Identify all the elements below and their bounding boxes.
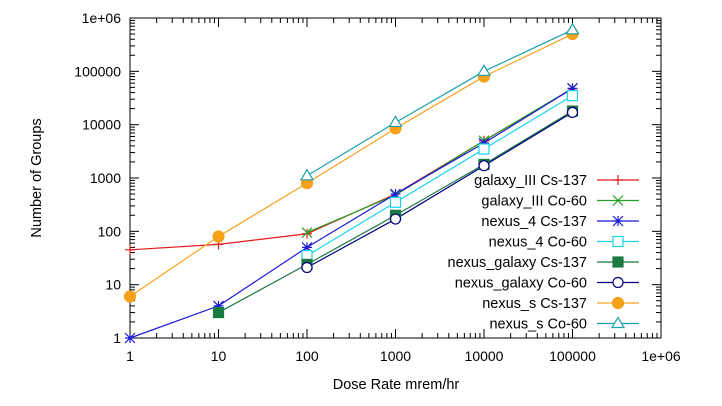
data-point: [565, 22, 580, 35]
legend-label: galaxy_III Cs-137: [474, 173, 587, 189]
x-tick-label: 1e+06: [641, 348, 681, 364]
x-tick-label: 10: [211, 348, 227, 364]
legend-marker: [612, 235, 624, 248]
x-tick-label: 100000: [549, 348, 596, 364]
legend-marker: [610, 316, 626, 329]
data-point: [299, 168, 315, 181]
data-point: [567, 82, 578, 94]
x-axis-title: Dose Rate mrem/hr: [333, 377, 460, 393]
x-tick-label: 100: [295, 348, 319, 364]
data-point: [301, 227, 313, 238]
series-line-3: [306, 95, 573, 257]
data-point: [566, 90, 579, 102]
series-line-2: [129, 87, 573, 339]
y-tick-label: 100: [98, 223, 122, 239]
data-point: [478, 160, 490, 172]
legend-marker: [612, 215, 624, 227]
x-tick-label: 1000: [380, 348, 411, 364]
data-point: [302, 228, 312, 239]
data-point: [388, 115, 403, 128]
data-point: [212, 230, 225, 243]
series-line-1: [306, 87, 573, 234]
data-point: [213, 300, 224, 312]
legend-label: nexus_galaxy Co-60: [455, 276, 587, 292]
legend: galaxy_III Cs-137 galaxy_III Co-60 nexus_4…: [448, 173, 639, 333]
legend-marker: [612, 256, 624, 268]
y-tick-label: 1e+06: [82, 10, 122, 26]
x-tick-label: 1: [126, 348, 134, 364]
data-point: [478, 143, 490, 155]
legend-marker: [612, 276, 624, 289]
legend-marker: [612, 195, 624, 206]
y-tick-label: 10000: [82, 117, 121, 133]
data-point: [389, 196, 402, 208]
legend-label: nexus_s Co-60: [489, 317, 587, 333]
legend-label: nexus_4 Co-60: [489, 235, 587, 251]
x-tick-label: 10000: [465, 348, 504, 364]
data-point: [301, 261, 313, 274]
series-line-6: [129, 33, 573, 297]
legend-label: nexus_galaxy Cs-137: [448, 255, 587, 271]
legend-label: nexus_s Cs-137: [482, 296, 587, 312]
legend-marker: [611, 296, 625, 310]
data-point: [390, 188, 401, 200]
y-tick-label: 1000: [90, 170, 121, 186]
data-point: [124, 332, 136, 344]
data-point: [123, 290, 137, 303]
data-point: [476, 64, 492, 76]
y-tick-label: 10: [105, 277, 121, 293]
data-point: [301, 241, 313, 253]
data-point: [212, 306, 225, 319]
y-tick-label: 1: [113, 330, 121, 346]
series-markers: [123, 22, 580, 344]
axis-ticks: 1 10 100 1000 10000 100000 1e+06 1 10 100 1000 1000…: [74, 10, 681, 364]
data-point: [478, 137, 490, 149]
legend-marker: [613, 175, 623, 185]
data-point: [389, 213, 402, 225]
y-axis-title: Number of Groups: [29, 118, 45, 237]
data-point: [566, 106, 579, 118]
legend-label: nexus_4 Cs-137: [481, 214, 587, 230]
y-tick-label: 100000: [74, 63, 121, 79]
legend-label: galaxy_III Co-60: [481, 194, 587, 210]
series-line-7: [306, 29, 573, 177]
series-line-5: [306, 111, 573, 269]
data-point: [125, 244, 135, 255]
